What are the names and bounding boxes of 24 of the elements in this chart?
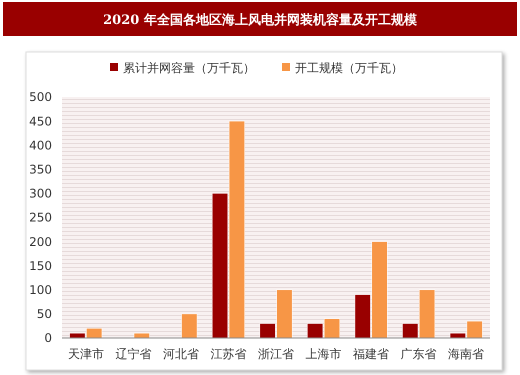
bar (181, 314, 198, 338)
x-tick-label: 天津市 (68, 347, 104, 361)
x-tick-label: 广东省 (400, 347, 437, 361)
y-tick-label: 300 (29, 186, 52, 201)
legend-label: 开工规模（万千瓦） (295, 61, 403, 75)
y-tick-label: 400 (29, 138, 52, 152)
y-tick-label: 450 (29, 114, 52, 128)
y-tick-label: 0 (44, 331, 52, 346)
x-tick-label: 浙江省 (258, 347, 294, 361)
x-tick-label: 江苏省 (210, 347, 246, 361)
y-tick-label: 350 (29, 162, 52, 176)
x-tick-label: 上海市 (306, 347, 342, 361)
x-tick-label: 河北省 (162, 347, 199, 361)
x-tick-label: 辽宁省 (115, 347, 152, 361)
y-tick-label: 200 (29, 234, 52, 249)
x-tick-label: 海南省 (448, 347, 484, 361)
y-tick-label: 100 (29, 283, 52, 297)
y-tick-label: 250 (29, 210, 52, 225)
x-tick-label: 福建省 (353, 347, 390, 361)
y-tick-label: 150 (29, 258, 52, 273)
y-tick-label: 500 (29, 90, 52, 104)
legend-label: 累计并网容量（万千瓦） (123, 61, 255, 75)
chart-title: 2020 年全国各地区海上风电并网装机容量及开工规模 (103, 12, 417, 28)
y-tick-label: 50 (36, 307, 52, 322)
